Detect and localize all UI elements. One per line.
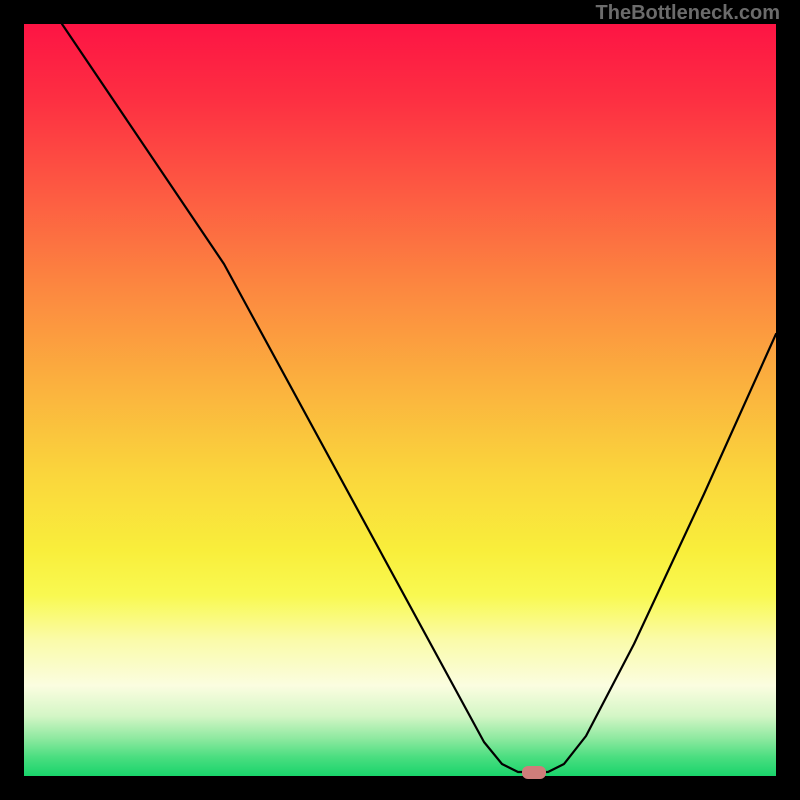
- watermark-text: TheBottleneck.com: [596, 2, 780, 25]
- plot-area: [24, 24, 776, 776]
- bottleneck-curve: [24, 24, 776, 776]
- chart-container: TheBottleneck.com: [0, 0, 800, 800]
- optimal-marker: [522, 766, 546, 779]
